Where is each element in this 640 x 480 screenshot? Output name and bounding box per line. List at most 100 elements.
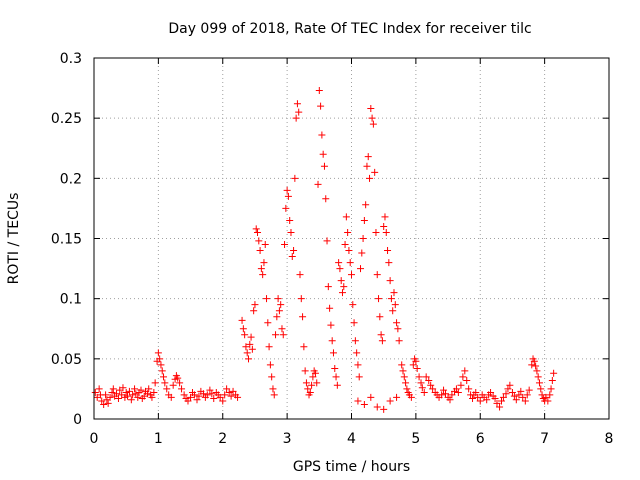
data-point xyxy=(311,369,319,377)
data-point xyxy=(344,228,352,236)
y-axis-label: ROTI / TECUs xyxy=(6,193,22,285)
data-point xyxy=(324,283,332,291)
data-point xyxy=(143,390,151,398)
data-point xyxy=(272,331,280,339)
data-point xyxy=(274,295,282,303)
y-tick-label: 0.2 xyxy=(60,171,82,187)
data-point xyxy=(308,381,316,389)
data-point xyxy=(219,397,227,405)
data-point xyxy=(169,381,177,389)
data-point xyxy=(469,395,477,403)
data-point xyxy=(510,392,518,400)
data-point xyxy=(418,384,426,392)
data-point xyxy=(360,216,368,224)
data-point xyxy=(319,150,327,158)
x-tick-label: 4 xyxy=(347,431,356,447)
data-point xyxy=(257,265,265,273)
data-point xyxy=(265,343,273,351)
data-point xyxy=(150,389,158,397)
data-point xyxy=(413,364,421,372)
data-point xyxy=(263,295,271,303)
data-point xyxy=(241,331,249,339)
data-point xyxy=(270,391,278,399)
data-point xyxy=(295,108,303,116)
data-point xyxy=(174,374,182,382)
data-point xyxy=(297,295,305,303)
data-point xyxy=(167,393,175,401)
data-point xyxy=(299,313,307,321)
data-point xyxy=(544,397,552,405)
data-point xyxy=(378,337,386,345)
data-point xyxy=(395,337,403,345)
data-point xyxy=(277,301,285,309)
data-point xyxy=(210,395,218,403)
data-point xyxy=(465,385,473,393)
data-point xyxy=(256,247,264,255)
data-point xyxy=(385,259,393,267)
x-tick-label: 7 xyxy=(540,431,549,447)
data-point xyxy=(368,114,376,122)
data-point xyxy=(525,386,533,394)
data-point xyxy=(386,397,394,405)
data-point xyxy=(491,395,499,403)
data-point xyxy=(291,174,299,182)
plot-frame xyxy=(93,57,610,420)
data-point xyxy=(252,225,260,233)
data-point xyxy=(496,403,504,411)
data-point xyxy=(384,247,392,255)
x-tick-label: 8 xyxy=(605,431,614,447)
data-point xyxy=(367,393,375,401)
data-point xyxy=(350,319,358,327)
y-tick-label: 0 xyxy=(73,412,82,428)
data-point xyxy=(227,392,235,400)
data-point xyxy=(292,114,300,122)
data-point xyxy=(483,396,491,404)
data-point xyxy=(313,379,321,387)
data-point xyxy=(519,393,527,401)
data-point xyxy=(393,393,401,401)
data-point xyxy=(499,393,507,401)
data-point xyxy=(398,361,406,369)
gridlines xyxy=(94,58,609,419)
data-point xyxy=(100,401,108,409)
data-point xyxy=(251,301,259,309)
data-point xyxy=(134,393,142,401)
data-point xyxy=(546,391,554,399)
data-point xyxy=(550,369,558,377)
data-point xyxy=(382,228,390,236)
data-point xyxy=(387,295,395,303)
data-point xyxy=(114,395,122,403)
data-point xyxy=(530,357,538,365)
data-point xyxy=(331,364,339,372)
data-point xyxy=(359,235,367,242)
data-point xyxy=(326,304,334,312)
data-point xyxy=(131,385,139,393)
data-point xyxy=(323,237,331,245)
data-point xyxy=(302,379,310,387)
data-point xyxy=(109,385,117,393)
y-tick-label: 0.15 xyxy=(51,232,82,248)
data-point xyxy=(335,259,343,267)
data-point xyxy=(440,386,448,394)
data-point xyxy=(314,180,322,188)
data-point xyxy=(119,384,127,392)
data-point xyxy=(336,265,344,273)
data-point xyxy=(329,349,337,357)
data-point xyxy=(532,362,540,370)
data-point xyxy=(367,105,375,113)
data-point xyxy=(125,387,133,395)
data-point xyxy=(427,381,435,389)
data-point xyxy=(91,389,99,397)
data-point xyxy=(333,381,341,389)
data-point xyxy=(255,237,263,245)
data-point xyxy=(273,313,281,321)
data-point xyxy=(400,373,408,381)
data-point xyxy=(322,195,330,203)
data-point xyxy=(275,307,283,315)
data-point xyxy=(369,120,377,128)
data-point xyxy=(354,361,362,369)
data-point xyxy=(353,349,361,357)
data-point xyxy=(95,385,103,393)
data-point xyxy=(154,349,162,357)
